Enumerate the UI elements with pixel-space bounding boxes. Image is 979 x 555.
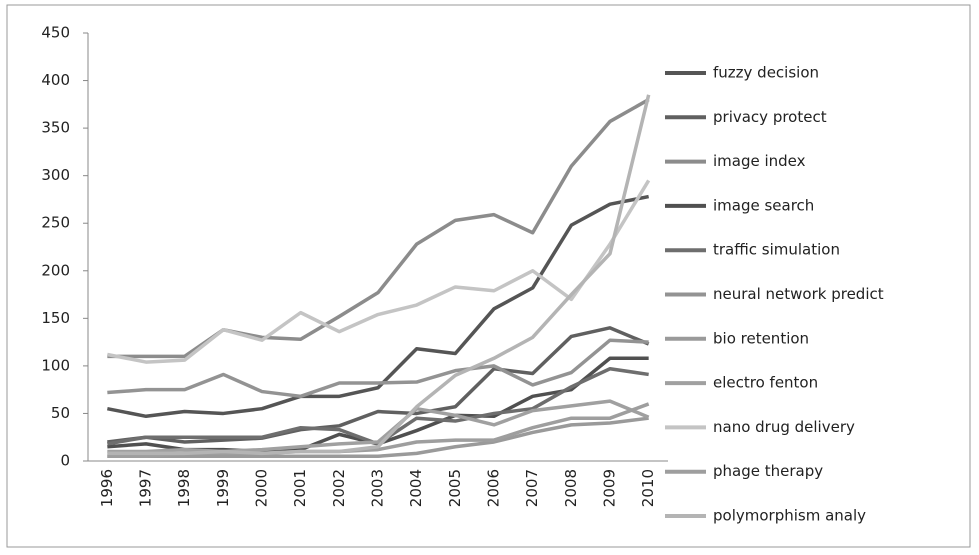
series-line: [107, 399, 650, 454]
x-tick-label: 2000: [253, 469, 271, 507]
x-tick-label: 2002: [330, 469, 348, 507]
legend-label: traffic simulation: [713, 241, 840, 259]
series-line: [107, 416, 649, 458]
legend-label: polymorphism analy: [713, 507, 866, 525]
x-tick-label: 2004: [407, 469, 425, 507]
x-tick-label: 2007: [523, 469, 541, 507]
series-line: [107, 94, 651, 456]
y-tick-label: 100: [41, 356, 70, 374]
y-tick-label: 250: [41, 214, 70, 232]
y-tick-label: 0: [60, 452, 70, 470]
series-line: [107, 338, 649, 399]
x-tick-label: 1998: [175, 469, 193, 507]
x-tick-label: 1996: [98, 469, 116, 507]
series-line: [106, 179, 651, 364]
series-line: [106, 194, 650, 419]
y-tick-label: 50: [51, 404, 70, 422]
legend-label: fuzzy decision: [713, 64, 819, 82]
x-tick-label: 1997: [137, 469, 155, 507]
legend-label: image search: [713, 196, 814, 214]
y-tick-label: 450: [41, 24, 70, 42]
legend-label: nano drug delivery: [713, 418, 855, 436]
series-line: [107, 98, 650, 359]
x-tick-label: 2008: [562, 469, 580, 507]
x-tick-label: 2006: [485, 469, 503, 507]
x-tick-label: 2009: [601, 469, 619, 507]
y-tick-label: 400: [41, 71, 70, 89]
legend-label: electro fenton: [713, 374, 818, 392]
legend-label: phage therapy: [713, 462, 823, 480]
chart-border: [6, 4, 971, 548]
legend-label: neural network predict: [713, 285, 884, 303]
y-tick-label: 300: [41, 166, 70, 184]
legend-label: bio retention: [713, 329, 809, 347]
x-tick-label: 2001: [291, 469, 309, 507]
x-tick-label: 1999: [214, 469, 232, 507]
x-tick-label: 2005: [446, 469, 464, 507]
series-line: [107, 326, 650, 444]
legend-label: image index: [713, 152, 806, 170]
x-tick-label: 2010: [639, 469, 657, 507]
y-tick-label: 200: [41, 261, 70, 279]
legend-label: privacy protect: [713, 108, 827, 126]
y-tick-label: 150: [41, 309, 70, 327]
series-line: [107, 366, 649, 446]
y-tick-label: 350: [41, 119, 70, 137]
x-tick-label: 2003: [369, 469, 387, 507]
